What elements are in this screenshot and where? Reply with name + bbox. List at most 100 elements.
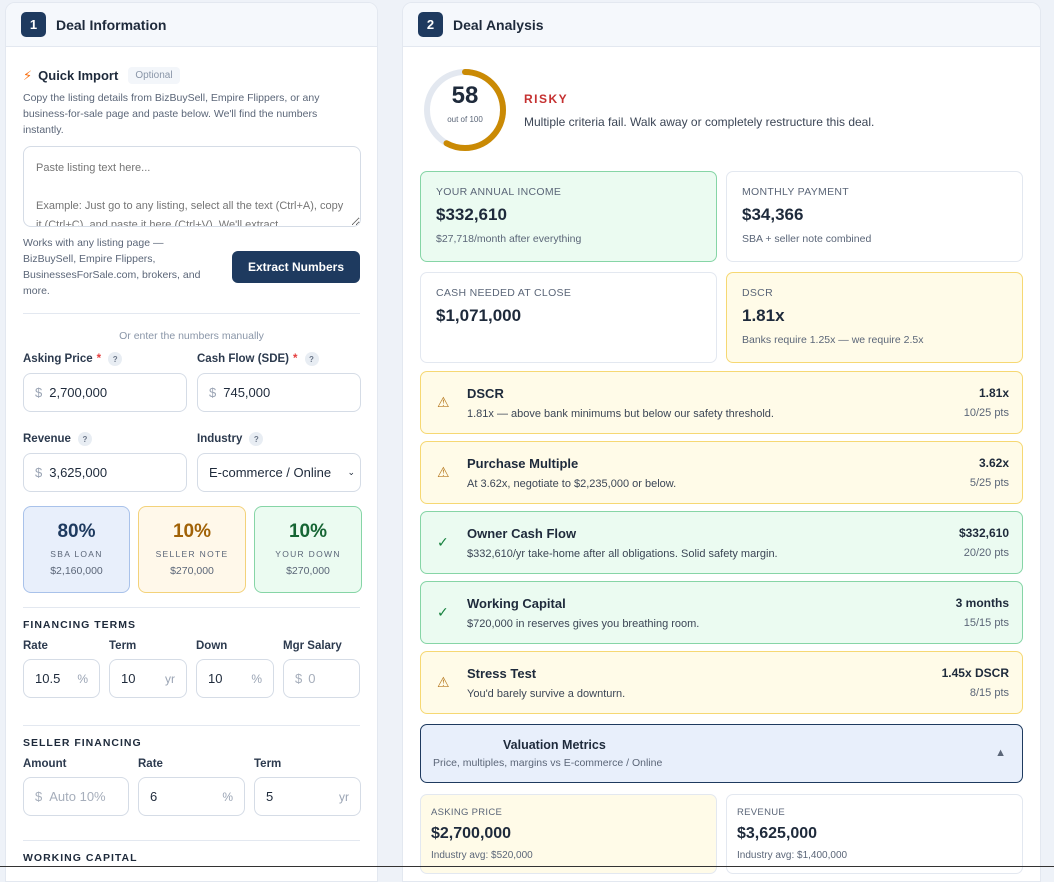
mgr-salary-input[interactable]: $0 (283, 659, 360, 698)
allocation-amount: $2,160,000 (50, 565, 103, 577)
term-input[interactable]: 10 yr (109, 659, 187, 698)
verdict-message: Multiple criteria fail. Walk away or com… (524, 114, 875, 129)
dollar-prefix: $ (35, 465, 43, 480)
seller-amount-input[interactable]: $ Auto 10% (23, 777, 129, 816)
label-text: Cash Flow (SDE) (197, 353, 290, 365)
valuation-value: $2,700,000 (431, 825, 512, 842)
allocation-amount: $270,000 (170, 565, 214, 577)
metric-card: MONTHLY PAYMENT $34,366 SBA + seller note … (726, 171, 1023, 262)
label-text: Asking Price (23, 353, 93, 365)
criterion-value: 3 months (955, 596, 1009, 610)
works-with-text: Works with any listing page — BizBuySell… (23, 237, 201, 297)
criterion-name: Purchase Multiple (467, 455, 579, 471)
valuation-card: ASKING PRICE $2,700,000 Industry avg: $520… (420, 794, 717, 874)
collapse-triangle-icon[interactable]: ▲ (995, 747, 1006, 759)
help-icon[interactable]: ? (108, 352, 123, 366)
score-ring-fill (424, 69, 506, 151)
deal-information-panel: 1 Deal Information ⚡ Quick Import Option… (5, 2, 378, 882)
asking-price-label: Asking Price *? (23, 352, 187, 366)
quick-import-description: Copy the listing details from BizBuySell… (23, 92, 320, 136)
criterion-points: 8/15 pts (969, 687, 1009, 699)
rate-input[interactable]: 10.5% (23, 659, 100, 698)
placeholder: 0 (308, 671, 316, 686)
score-value: 58 (451, 82, 479, 109)
required-marker: * (293, 353, 298, 365)
placeholder: Auto 10% (49, 789, 106, 804)
amount-label: Amount (23, 758, 67, 770)
criterion-value: $332,610 (958, 526, 1009, 540)
lightning-icon: ⚡ (23, 67, 33, 83)
metric-value: $332,610 (436, 205, 507, 224)
seller-rate-input[interactable]: 6% (138, 777, 245, 816)
dollar-prefix: $ (35, 789, 43, 804)
check-icon: ✓ (437, 604, 449, 620)
revenue-input[interactable]: $3,625,000 (23, 453, 187, 492)
allocation-name: SBA LOAN (50, 549, 103, 559)
metric-card: YOUR ANNUAL INCOME $332,610 $27,718/month … (420, 171, 717, 262)
input-value: 10 (208, 671, 223, 686)
check-icon: ✓ (437, 534, 449, 550)
working-capital-heading: WORKING CAPITAL (23, 852, 138, 864)
dollar-prefix: $ (295, 671, 303, 686)
dollar-prefix: $ (209, 385, 217, 400)
help-icon[interactable]: ? (304, 352, 319, 366)
key-metrics: YOUR ANNUAL INCOME $332,610 $27,718/month … (420, 171, 1023, 363)
panel-title: Deal Analysis (453, 16, 544, 33)
percent-suffix: % (251, 671, 262, 686)
warning-icon: ⚠ (437, 674, 450, 690)
panel-header: 2 Deal Analysis (403, 3, 1040, 47)
extract-numbers-button[interactable]: Extract Numbers (232, 251, 360, 283)
allocation-name: YOUR DOWN (275, 549, 341, 559)
rate-label: Rate (23, 640, 48, 652)
criterion-value: 3.62x (978, 456, 1009, 470)
percent-suffix: % (77, 671, 88, 686)
metric-subtext: SBA + seller note combined (742, 233, 872, 245)
page-scrollbar[interactable] (1044, 0, 1054, 867)
valuation-subtext: Industry avg: $1,400,000 (737, 850, 848, 861)
listing-text-input[interactable] (23, 146, 361, 227)
valuation-subtitle: Price, multiples, margins vs E-commerce … (433, 757, 663, 769)
score-out-of: out of 100 (447, 115, 483, 124)
seller-financing-heading: SELLER FINANCING (23, 737, 142, 749)
manual-entry-label: Or enter the numbers manually (119, 330, 264, 342)
warning-icon: ⚠ (437, 464, 450, 480)
seller-rate-label: Rate (138, 758, 163, 770)
metric-value: $1,071,000 (436, 306, 522, 325)
dollar-prefix: $ (35, 385, 43, 400)
quick-import-header: ⚡ Quick Import Optional (23, 67, 360, 84)
score-ring: 58 out of 100 (422, 67, 508, 153)
industry-select[interactable]: E-commerce / Online ⌄ (197, 453, 361, 492)
input-value: 5 (266, 789, 274, 804)
step-number: 1 (21, 12, 46, 37)
down-label: Down (196, 640, 228, 652)
down-input[interactable]: 10% (196, 659, 274, 698)
valuation-value: $3,625,000 (737, 825, 818, 842)
industry-label: Industry? (197, 432, 361, 446)
metric-card: CASH NEEDED AT CLOSE $1,071,000 (420, 272, 717, 363)
valuation-label: ASKING PRICE (431, 807, 503, 818)
step-number: 2 (418, 12, 443, 37)
criterion-card: ✓ Working Capital $720,000 in reserves giv… (420, 581, 1023, 644)
asking-price-input[interactable]: $2,700,000 (23, 373, 187, 412)
allocation-name: SELLER NOTE (155, 549, 229, 559)
seller-term-label: Term (254, 758, 282, 770)
input-value: 6 (150, 789, 158, 804)
percent-suffix: % (222, 789, 233, 804)
chevron-down-icon: ⌄ (347, 467, 355, 477)
criterion-name: Owner Cash Flow (467, 525, 577, 541)
selected-value: E-commerce / Online (209, 465, 332, 480)
help-icon[interactable]: ? (249, 432, 264, 446)
seller-term-input[interactable]: 5 yr (254, 777, 361, 816)
years-suffix: yr (339, 789, 349, 804)
metric-label: YOUR ANNUAL INCOME (436, 186, 562, 198)
sba-loan-card: 80% SBA LOAN $2,160,000 (23, 506, 130, 593)
input-value: 3,625,000 (49, 465, 108, 480)
criteria-list: ⚠ DSCR 1.81x — above bank minimums but bel… (420, 371, 1023, 714)
cash-flow-input[interactable]: $745,000 (197, 373, 361, 412)
help-icon[interactable]: ? (77, 432, 92, 446)
revenue-label: Revenue? (23, 432, 187, 446)
allocation-amount: $270,000 (286, 565, 330, 577)
optional-badge: Optional (128, 67, 180, 84)
valuation-metrics-toggle[interactable]: Valuation Metrics Price, multiples, marg… (420, 724, 1023, 783)
criterion-points: 10/25 pts (963, 407, 1009, 419)
